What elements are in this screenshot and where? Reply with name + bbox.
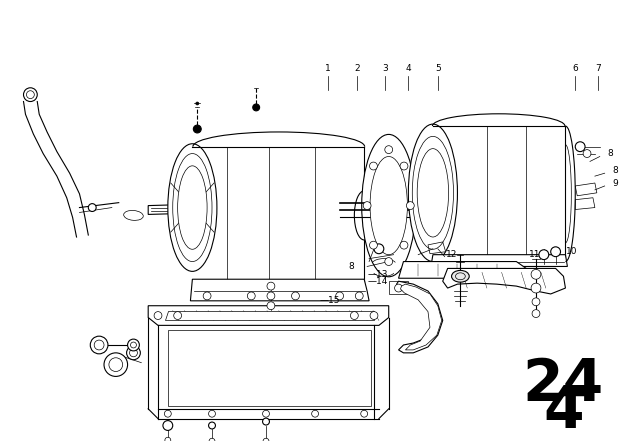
Circle shape	[395, 284, 403, 292]
Polygon shape	[388, 281, 408, 294]
Polygon shape	[428, 242, 445, 254]
Circle shape	[583, 150, 591, 158]
Circle shape	[88, 204, 96, 211]
Circle shape	[361, 410, 367, 417]
Polygon shape	[431, 254, 568, 267]
Circle shape	[163, 421, 173, 431]
Circle shape	[253, 104, 260, 111]
Circle shape	[355, 292, 363, 300]
Circle shape	[532, 298, 540, 306]
Text: 8: 8	[607, 149, 613, 158]
Polygon shape	[575, 198, 595, 210]
Text: 6: 6	[572, 64, 578, 73]
Circle shape	[127, 339, 140, 351]
Circle shape	[129, 349, 138, 357]
Ellipse shape	[452, 271, 469, 282]
Polygon shape	[443, 268, 565, 294]
Circle shape	[173, 312, 182, 319]
Ellipse shape	[355, 191, 374, 240]
Circle shape	[24, 88, 37, 102]
Circle shape	[94, 340, 104, 350]
Ellipse shape	[417, 149, 449, 237]
Text: 8: 8	[612, 166, 618, 175]
Ellipse shape	[362, 134, 416, 277]
Circle shape	[90, 336, 108, 354]
Circle shape	[127, 346, 140, 360]
Circle shape	[406, 202, 414, 210]
Circle shape	[263, 438, 269, 444]
Circle shape	[262, 410, 269, 417]
Circle shape	[539, 250, 548, 259]
Ellipse shape	[370, 156, 408, 254]
Polygon shape	[401, 284, 442, 350]
Polygon shape	[148, 306, 388, 325]
Circle shape	[209, 438, 215, 444]
Polygon shape	[148, 205, 182, 215]
Ellipse shape	[178, 166, 207, 249]
Circle shape	[109, 358, 123, 371]
Text: 10: 10	[566, 247, 578, 256]
Polygon shape	[575, 183, 597, 196]
Circle shape	[154, 312, 162, 319]
Text: 2: 2	[355, 64, 360, 73]
Circle shape	[209, 410, 216, 417]
Text: 12: 12	[445, 250, 457, 259]
Text: 9: 9	[612, 178, 618, 188]
Text: 8: 8	[349, 262, 355, 271]
Circle shape	[193, 125, 201, 133]
Polygon shape	[399, 262, 526, 278]
Text: 4: 4	[406, 64, 411, 73]
Circle shape	[104, 353, 127, 376]
Circle shape	[531, 269, 541, 279]
Circle shape	[247, 292, 255, 300]
Circle shape	[369, 241, 378, 249]
Text: —13: —13	[367, 270, 388, 279]
Text: —14: —14	[367, 277, 387, 286]
Circle shape	[531, 283, 541, 293]
Circle shape	[196, 102, 199, 105]
Circle shape	[164, 410, 172, 417]
Text: —15: —15	[320, 296, 340, 306]
Text: 5: 5	[435, 64, 441, 73]
Text: 11: 11	[529, 250, 541, 259]
Ellipse shape	[168, 144, 217, 271]
Circle shape	[209, 422, 216, 429]
Text: 3: 3	[382, 64, 388, 73]
Circle shape	[400, 241, 408, 249]
Circle shape	[267, 302, 275, 310]
Polygon shape	[168, 330, 371, 406]
Text: 24: 24	[523, 356, 604, 413]
Circle shape	[26, 91, 35, 99]
Circle shape	[385, 146, 393, 154]
Ellipse shape	[408, 124, 458, 262]
Text: 4: 4	[543, 383, 584, 440]
Polygon shape	[191, 279, 369, 301]
Circle shape	[336, 292, 344, 300]
Polygon shape	[165, 310, 374, 320]
Circle shape	[400, 162, 408, 170]
Circle shape	[369, 162, 378, 170]
Circle shape	[312, 410, 319, 417]
Circle shape	[203, 292, 211, 300]
Circle shape	[267, 282, 275, 290]
Circle shape	[351, 312, 358, 319]
Circle shape	[267, 292, 275, 300]
Polygon shape	[397, 281, 443, 353]
Circle shape	[292, 292, 300, 300]
Circle shape	[575, 142, 585, 151]
Circle shape	[374, 244, 384, 254]
Circle shape	[385, 258, 393, 266]
Circle shape	[370, 312, 378, 319]
Circle shape	[131, 342, 136, 348]
Circle shape	[532, 310, 540, 318]
Circle shape	[262, 418, 269, 425]
Circle shape	[363, 202, 371, 210]
Circle shape	[165, 437, 171, 443]
Text: 1: 1	[325, 64, 331, 73]
Circle shape	[550, 247, 561, 257]
Text: 7: 7	[595, 64, 601, 73]
